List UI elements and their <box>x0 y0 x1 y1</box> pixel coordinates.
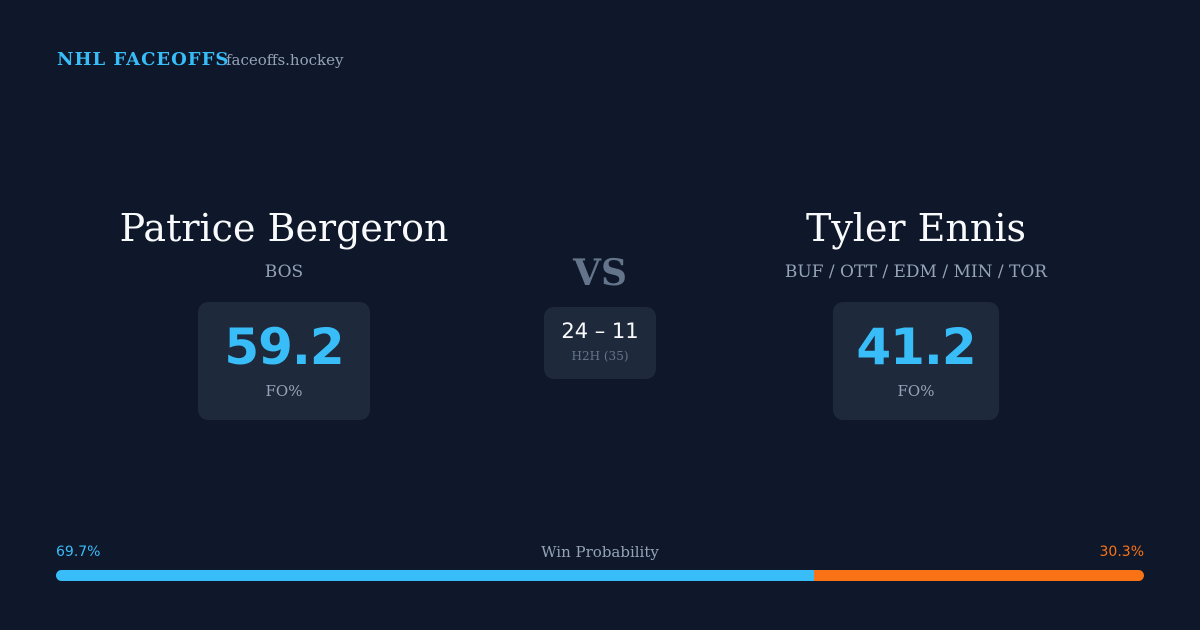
h2h-score: 24 – 11 <box>561 319 639 343</box>
stat-label: FO% <box>265 382 303 400</box>
player-teams: BOS <box>264 262 304 282</box>
probability-title: Win Probability <box>541 543 659 561</box>
stat-label: FO% <box>897 382 935 400</box>
player-teams: BUF / OTT / EDM / MIN / TOR <box>784 262 1048 282</box>
right-probability: 30.3% <box>1099 544 1144 560</box>
stat-card: 41.2 FO% <box>833 302 999 420</box>
probability-bar <box>56 570 1144 581</box>
stat-value: 59.2 <box>224 318 344 376</box>
versus: VS <box>573 252 627 294</box>
h2h-card: 24 – 11 H2H (35) <box>544 307 656 379</box>
player-name: Patrice Bergeron <box>119 206 449 250</box>
brand: NHL FACEOFFS <box>57 49 230 70</box>
stat-value: 41.2 <box>856 318 976 376</box>
right-segment <box>814 570 1144 581</box>
site: faceoffs.hockey <box>226 51 344 69</box>
h2h-label: H2H (35) <box>571 349 629 363</box>
left-segment <box>56 570 815 581</box>
stat-card: 59.2 FO% <box>198 302 370 420</box>
left-probability: 69.7% <box>56 544 101 560</box>
player-name: Tyler Ennis <box>805 206 1027 250</box>
